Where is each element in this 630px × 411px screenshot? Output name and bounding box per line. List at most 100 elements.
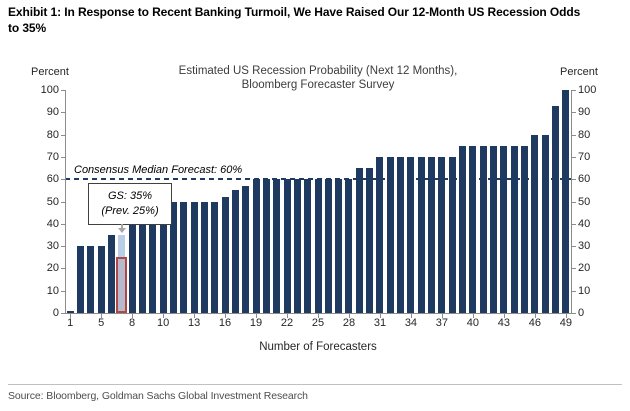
y-tick-left bbox=[61, 179, 65, 181]
x-tick-label: 22 bbox=[280, 317, 294, 329]
x-tick bbox=[132, 314, 134, 318]
y-tick-label-right: 0 bbox=[578, 307, 585, 319]
forecaster-bar bbox=[345, 179, 353, 313]
x-tick-label: 1 bbox=[67, 317, 74, 329]
forecaster-bar bbox=[324, 179, 332, 313]
forecaster-bar bbox=[293, 179, 301, 313]
y-tick-right bbox=[572, 313, 576, 314]
forecaster-bar bbox=[200, 201, 208, 313]
forecaster-bar bbox=[438, 156, 446, 313]
y-tick-left bbox=[61, 290, 65, 292]
chart-title: Estimated US Recession Probability (Next… bbox=[65, 64, 571, 93]
x-tick bbox=[410, 314, 412, 318]
x-tick bbox=[163, 314, 165, 318]
x-tick-label: 37 bbox=[435, 317, 449, 329]
x-tick-label: 10 bbox=[156, 317, 170, 329]
forecaster-bar bbox=[242, 185, 250, 313]
x-tick-label: 28 bbox=[342, 317, 356, 329]
forecaster-bar bbox=[273, 179, 281, 313]
forecaster-bar bbox=[138, 212, 146, 313]
x-tick-label: 19 bbox=[249, 317, 263, 329]
forecaster-bar bbox=[314, 179, 322, 313]
x-tick bbox=[194, 314, 196, 318]
forecaster-bar bbox=[417, 156, 425, 313]
forecaster-bar bbox=[510, 145, 518, 313]
y-tick-left bbox=[61, 268, 65, 270]
y-tick-right bbox=[572, 90, 576, 91]
left-axis-unit-label: Percent bbox=[31, 66, 69, 78]
y-tick-label-left: 10 bbox=[46, 284, 59, 297]
footer-divider bbox=[8, 384, 622, 385]
y-tick-label-right: 10 bbox=[578, 284, 591, 297]
forecaster-bar bbox=[376, 156, 384, 313]
y-tick-left bbox=[61, 313, 65, 314]
forecaster-bar bbox=[149, 205, 157, 313]
y-tick-label-right: 50 bbox=[578, 195, 591, 208]
forecaster-bar bbox=[479, 145, 487, 313]
y-tick-left bbox=[61, 201, 65, 203]
y-tick-left bbox=[61, 223, 65, 225]
forecaster-bar bbox=[521, 145, 529, 313]
x-tick-label: 16 bbox=[218, 317, 232, 329]
x-tick bbox=[225, 314, 227, 318]
x-tick-label: 5 bbox=[98, 317, 105, 329]
forecaster-bar bbox=[355, 168, 363, 313]
forecaster-bar bbox=[262, 179, 270, 313]
y-tick-right bbox=[572, 179, 576, 181]
y-tick-label-right: 70 bbox=[578, 150, 591, 163]
forecaster-bar bbox=[252, 179, 260, 313]
x-tick-label: 46 bbox=[528, 317, 541, 329]
x-tick-label: 34 bbox=[404, 317, 418, 329]
x-tick-label: 13 bbox=[187, 317, 201, 329]
y-tick-right bbox=[572, 290, 576, 292]
forecaster-bar bbox=[180, 201, 188, 313]
y-tick-label-right: 20 bbox=[578, 262, 591, 275]
y-tick-right bbox=[572, 134, 576, 136]
y-tick-right bbox=[572, 223, 576, 225]
forecaster-bar bbox=[552, 105, 559, 313]
forecaster-bar bbox=[221, 197, 229, 313]
forecaster-bar bbox=[335, 179, 343, 313]
x-tick bbox=[348, 314, 350, 318]
gs-forecast-callout: GS: 35% (Prev. 25%) bbox=[88, 183, 172, 225]
forecaster-bar bbox=[190, 201, 198, 313]
x-tick-label: 49 bbox=[559, 317, 572, 329]
gs-forecast-line1: GS: 35% bbox=[107, 190, 153, 203]
x-tick bbox=[287, 314, 289, 318]
y-tick-right bbox=[572, 156, 576, 158]
forecaster-bar bbox=[500, 145, 508, 313]
y-tick-left bbox=[61, 156, 65, 158]
y-tick-right bbox=[572, 268, 576, 270]
x-tick bbox=[472, 314, 474, 318]
x-tick-label: 43 bbox=[497, 317, 510, 329]
x-tick-label: 25 bbox=[311, 317, 325, 329]
y-tick-label-right: 40 bbox=[578, 217, 591, 230]
forecaster-bar bbox=[407, 156, 415, 313]
y-tick-label-left: 0 bbox=[52, 307, 59, 319]
x-tick bbox=[534, 314, 536, 318]
x-tick bbox=[379, 314, 381, 318]
y-tick-label-left: 20 bbox=[46, 262, 59, 275]
forecaster-bar bbox=[541, 134, 549, 313]
y-tick-left bbox=[61, 134, 65, 136]
x-tick-label: 31 bbox=[373, 317, 387, 329]
forecaster-bar bbox=[97, 246, 105, 313]
x-tick bbox=[318, 314, 319, 318]
y-tick-label-left: 90 bbox=[46, 106, 59, 119]
y-tick-label-left: 100 bbox=[40, 84, 59, 96]
exhibit-title-line1: Exhibit 1: In Response to Recent Banking… bbox=[8, 5, 581, 19]
forecaster-bar bbox=[169, 201, 177, 313]
x-tick bbox=[441, 314, 443, 318]
forecaster-bar bbox=[531, 134, 539, 313]
forecaster-bar bbox=[211, 201, 219, 313]
x-tick-label: 40 bbox=[466, 317, 480, 329]
x-tick bbox=[565, 314, 567, 318]
gs-new-forecast-bar bbox=[118, 234, 126, 313]
forecaster-bar bbox=[386, 156, 394, 313]
y-tick-label-left: 40 bbox=[46, 217, 59, 230]
forecaster-bar bbox=[76, 246, 84, 313]
source-attribution: Source: Bloomberg, Goldman Sachs Global … bbox=[8, 390, 308, 402]
gs-previous-forecast-outline bbox=[116, 257, 128, 313]
x-tick bbox=[70, 314, 72, 318]
